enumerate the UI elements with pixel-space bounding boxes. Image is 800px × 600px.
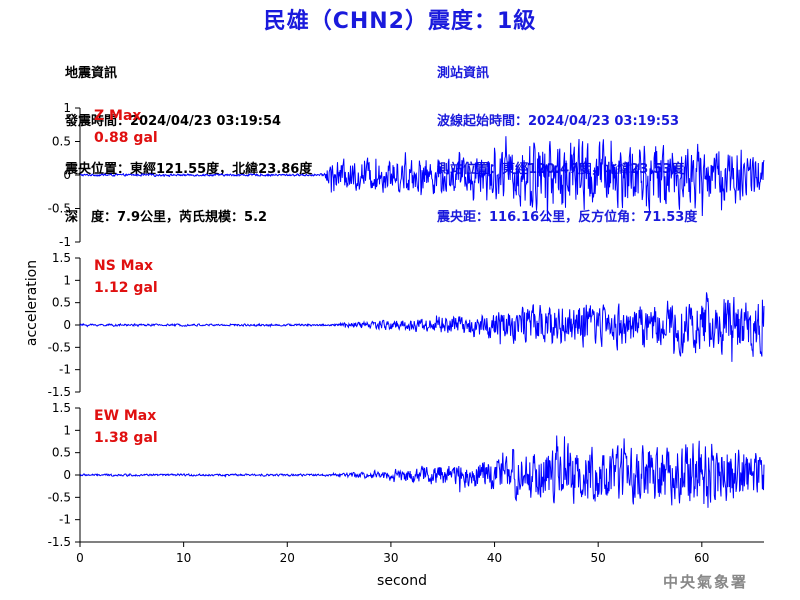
- y-tick-label: 1: [63, 273, 71, 287]
- y-tick-label: -1: [59, 513, 71, 527]
- y-tick-label: -1: [59, 363, 71, 377]
- y-tick-label: -1: [59, 235, 71, 249]
- max-value-z: 0.88 gal: [94, 130, 158, 146]
- y-tick-label: 1: [63, 423, 71, 437]
- agency-watermark: 中央氣象署: [662, 573, 748, 591]
- waveform-ns: [79, 292, 765, 362]
- x-tick-label: 0: [76, 551, 84, 565]
- y-tick-label: 0.5: [52, 446, 71, 460]
- y-axis-title: acceleration: [24, 260, 40, 346]
- y-tick-label: 1.5: [52, 251, 71, 265]
- y-tick-label: -0.5: [48, 340, 71, 354]
- max-value-ns: 1.12 gal: [94, 280, 158, 296]
- waveform-z: [79, 136, 765, 222]
- y-tick-label: 0: [63, 468, 71, 482]
- station-info-heading: 測站資訊: [437, 66, 490, 81]
- quake-info-block: 地震資訊 發震時間：2024/04/23 03:19:54 震央位置：東經121…: [65, 34, 312, 242]
- epicenter-location: 震央位置：東經121.55度，北緯23.86度: [65, 162, 313, 177]
- station-info-block: 測站資訊 波線起始時間：2024/04/23 03:19:53 測站位置：東經1…: [437, 34, 697, 242]
- y-tick-label: 0: [63, 168, 71, 182]
- max-label-ns: NS Max: [94, 258, 153, 274]
- max-label-ew: EW Max: [94, 408, 156, 424]
- y-tick-label: 0.5: [52, 296, 71, 310]
- x-tick-label: 60: [694, 551, 709, 565]
- y-tick-label: -1.5: [48, 385, 71, 399]
- x-tick-label: 50: [591, 551, 606, 565]
- max-value-ew: 1.38 gal: [94, 430, 158, 446]
- max-label-z: Z Max: [94, 108, 141, 124]
- wave-start-time: 波線起始時間：2024/04/23 03:19:53: [437, 114, 680, 129]
- y-tick-label: -1.5: [48, 535, 71, 549]
- x-tick-label: 40: [487, 551, 502, 565]
- y-tick-label: 1.5: [52, 401, 71, 415]
- waveform-ew: [79, 435, 765, 508]
- y-tick-label: 1: [63, 101, 71, 115]
- chart-title: 民雄（CHN2）震度：1級: [263, 9, 537, 34]
- x-tick-label: 10: [176, 551, 191, 565]
- station-location: 測站位置：東經120.47度，北緯23.53度: [437, 162, 685, 177]
- x-axis-title: second: [377, 573, 427, 589]
- depth-magnitude: 深 度：7.9公里，芮氏規模：5.2: [65, 210, 268, 225]
- y-tick-label: -0.5: [48, 202, 71, 216]
- x-tick-label: 20: [280, 551, 295, 565]
- origin-time: 發震時間：2024/04/23 03:19:54: [65, 114, 282, 129]
- y-tick-label: 0: [63, 318, 71, 332]
- quake-info-heading: 地震資訊: [65, 66, 118, 81]
- y-tick-label: -0.5: [48, 490, 71, 504]
- epicentral-distance-azimuth: 震央距：116.16公里，反方位角：71.53度: [437, 210, 698, 225]
- x-tick-label: 30: [383, 551, 398, 565]
- y-tick-label: 0.5: [52, 135, 71, 149]
